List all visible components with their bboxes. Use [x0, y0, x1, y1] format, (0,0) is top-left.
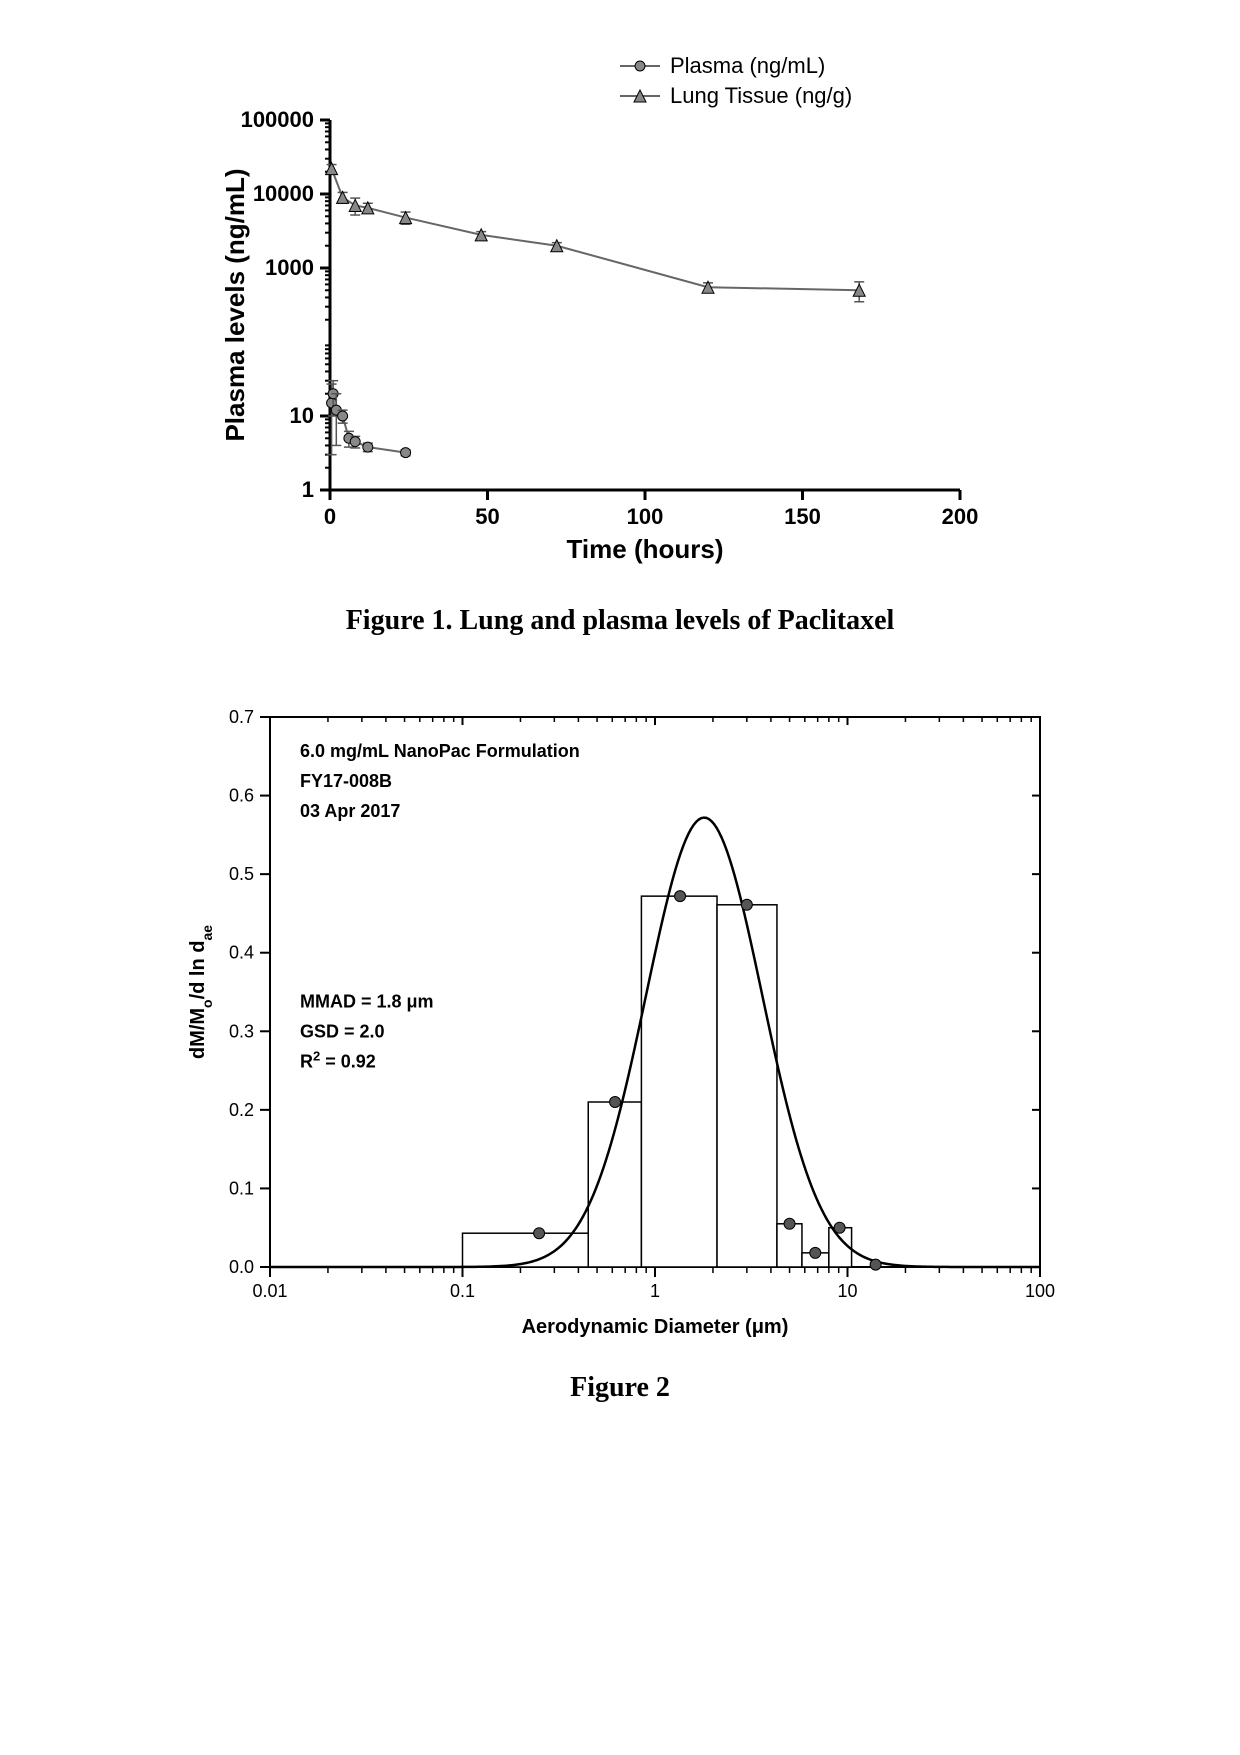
svg-text:R2 = 0.92: R2 = 0.92	[300, 1048, 376, 1072]
svg-text:FY17-008B: FY17-008B	[300, 771, 392, 791]
svg-text:MMAD = 1.8 μm: MMAD = 1.8 μm	[300, 992, 434, 1012]
svg-text:Plasma (ng/mL): Plasma (ng/mL)	[670, 53, 825, 78]
figure2-container: 0.01 0.1 1 10 100 0.0 0.1 0.2 0.3 0.4 0.5 0.6 0.7 Aer…	[170, 697, 1070, 1362]
svg-text:1: 1	[650, 1281, 660, 1301]
svg-text:150: 150	[784, 504, 821, 529]
svg-text:10: 10	[837, 1281, 857, 1301]
svg-text:100: 100	[627, 504, 664, 529]
svg-text:1000: 1000	[265, 255, 314, 280]
svg-text:200: 200	[942, 504, 979, 529]
svg-text:0.2: 0.2	[229, 1100, 254, 1120]
svg-text:1: 1	[302, 477, 314, 502]
figure1-chart: Plasma (ng/mL) Lung Tissue (ng/g) 0 50 100 15…	[220, 40, 980, 570]
svg-text:100000: 100000	[241, 107, 314, 132]
svg-text:GSD = 2.0: GSD = 2.0	[300, 1022, 385, 1042]
svg-text:0.5: 0.5	[229, 864, 254, 884]
svg-text:50: 50	[475, 504, 499, 529]
figure2-chart: 0.01 0.1 1 10 100 0.0 0.1 0.2 0.3 0.4 0.5 0.6 0.7 Aer…	[170, 697, 1070, 1357]
svg-text:dM/Mo/d ln dae: dM/Mo/d ln dae	[187, 925, 215, 1059]
svg-text:Plasma levels (ng/mL): Plasma levels (ng/mL)	[220, 168, 250, 441]
svg-text:0.7: 0.7	[229, 707, 254, 727]
svg-text:10: 10	[290, 403, 314, 428]
svg-text:Lung Tissue (ng/g): Lung Tissue (ng/g)	[670, 83, 852, 108]
figure1-caption: Figure 1. Lung and plasma levels of Pacl…	[60, 605, 1180, 637]
svg-text:0: 0	[324, 504, 336, 529]
svg-text:0.4: 0.4	[229, 943, 254, 963]
svg-text:6.0 mg/mL NanoPac Formulation: 6.0 mg/mL NanoPac Formulation	[300, 741, 580, 761]
svg-text:0.01: 0.01	[252, 1281, 287, 1301]
svg-text:0.3: 0.3	[229, 1021, 254, 1041]
svg-text:0.1: 0.1	[450, 1281, 475, 1301]
figure1-container: Plasma (ng/mL) Lung Tissue (ng/g) 0 50 100 15…	[220, 40, 980, 575]
svg-text:0.0: 0.0	[229, 1257, 254, 1277]
svg-text:100: 100	[1025, 1281, 1055, 1301]
svg-text:03 Apr 2017: 03 Apr 2017	[300, 801, 400, 821]
svg-text:Time (hours): Time (hours)	[567, 534, 724, 564]
figure2-caption: Figure 2	[60, 1372, 1180, 1404]
svg-text:0.6: 0.6	[229, 786, 254, 806]
svg-text:Aerodynamic Diameter (μm): Aerodynamic Diameter (μm)	[522, 1316, 789, 1338]
svg-text:10000: 10000	[253, 181, 314, 206]
svg-text:0.1: 0.1	[229, 1178, 254, 1198]
